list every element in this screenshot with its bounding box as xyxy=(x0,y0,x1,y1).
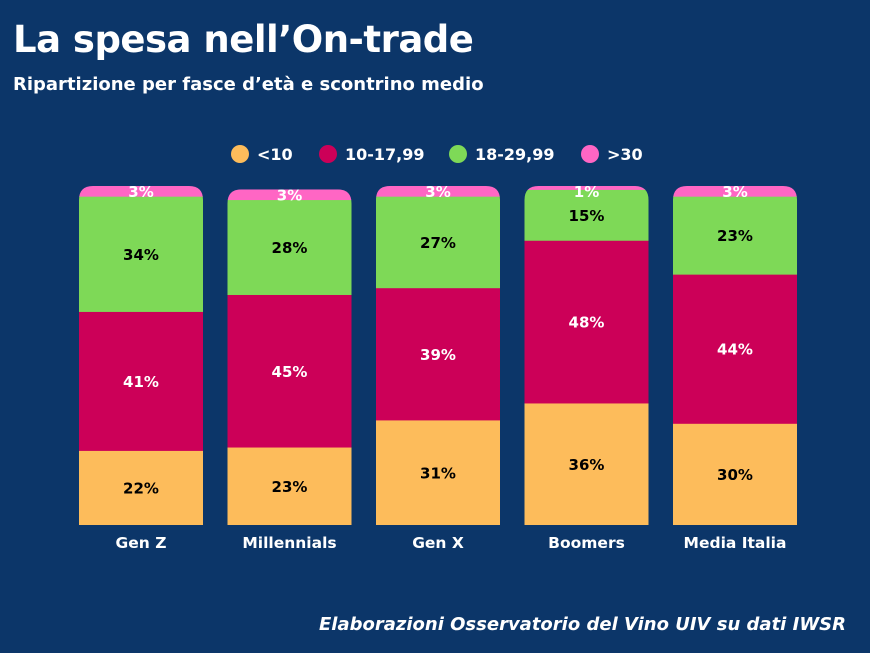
bar-group xyxy=(227,189,352,525)
bar-segment xyxy=(376,419,500,525)
legend-marker xyxy=(319,145,337,163)
data-label: 30% xyxy=(717,466,753,484)
data-label: 41% xyxy=(123,373,159,391)
legend-label: <10 xyxy=(257,145,293,164)
bar-segment xyxy=(79,311,203,451)
data-label: 1% xyxy=(574,183,599,201)
bar-segment xyxy=(524,186,649,190)
data-label: 15% xyxy=(569,207,605,225)
category-label: Gen Z xyxy=(116,534,167,552)
legend-marker xyxy=(231,145,249,163)
data-label: 23% xyxy=(272,478,308,496)
category-label: Media Italia xyxy=(684,534,787,552)
bar-segment xyxy=(673,423,797,525)
data-label: 3% xyxy=(425,183,450,201)
bar-segment xyxy=(227,199,352,295)
bar-segment xyxy=(227,189,352,201)
bar-segment xyxy=(227,294,352,448)
bar-segment xyxy=(376,186,500,197)
bar-segment xyxy=(79,196,203,312)
category-label: Millennials xyxy=(242,534,336,552)
bar-segment xyxy=(79,186,203,197)
bar-segment xyxy=(673,196,797,275)
data-label: 23% xyxy=(717,227,753,245)
bar-segment xyxy=(376,196,500,289)
category-label: Gen X xyxy=(412,534,464,552)
data-label: 3% xyxy=(128,183,153,201)
bar-segment xyxy=(376,287,500,421)
bar-segment xyxy=(524,402,649,525)
data-label: 3% xyxy=(277,186,302,204)
data-label: 3% xyxy=(722,183,747,201)
data-label: 45% xyxy=(272,363,308,381)
bar-segment xyxy=(227,447,352,525)
chart-title: La spesa nell’On-trade xyxy=(13,18,474,61)
data-label: 34% xyxy=(123,246,159,264)
bar-segment xyxy=(524,240,649,404)
bar-segment xyxy=(79,450,203,525)
data-label: 31% xyxy=(420,464,456,482)
source-note: Elaborazioni Osservatorio del Vino UIV s… xyxy=(318,614,846,635)
legend-label: >30 xyxy=(607,145,643,164)
bar-segment xyxy=(524,189,649,241)
bar-segment xyxy=(673,274,797,424)
data-label: 44% xyxy=(717,341,753,359)
chart-subtitle: Ripartizione per fasce d’età e scontrino… xyxy=(13,74,484,95)
data-label: 48% xyxy=(569,314,605,332)
legend-marker xyxy=(581,145,599,163)
category-label: Boomers xyxy=(548,534,625,552)
data-label: 22% xyxy=(123,480,159,498)
bar-segment xyxy=(673,186,797,197)
data-label: 28% xyxy=(272,239,308,257)
data-label: 27% xyxy=(420,234,456,252)
legend-label: 18-29,99 xyxy=(475,145,555,164)
data-label: 39% xyxy=(420,346,456,364)
data-label: 36% xyxy=(569,456,605,474)
bar-group xyxy=(79,186,203,525)
bar-group xyxy=(376,186,500,525)
legend-label: 10-17,99 xyxy=(345,145,425,164)
bar-group xyxy=(673,186,797,525)
bar-group xyxy=(524,186,649,525)
legend-marker xyxy=(449,145,467,163)
